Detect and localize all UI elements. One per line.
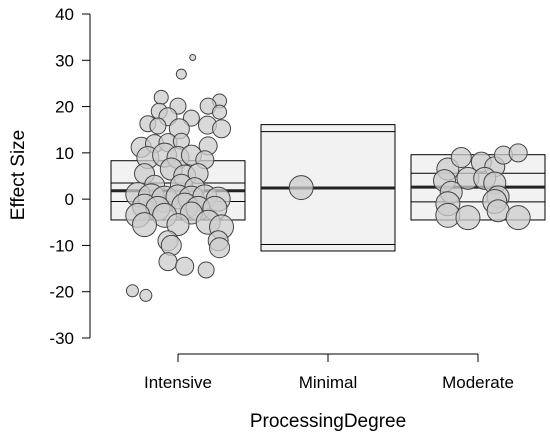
x-tick-label-intensive: Intensive [144, 373, 212, 392]
bubble-point [166, 213, 190, 237]
bubble-point [212, 104, 228, 120]
axes: -30 -20 -10 0 10 20 30 40 Intensive Minimal Moder… [49, 5, 513, 392]
bubble-point [160, 234, 182, 256]
bubble-point [288, 175, 314, 201]
y-tick-label: 40 [55, 5, 74, 24]
bubble-point [197, 261, 215, 279]
x-tick-label-minimal: Minimal [299, 373, 358, 392]
y-tick-label: 10 [55, 144, 74, 163]
y-tick-label: -10 [49, 236, 74, 255]
bubble-point [149, 117, 167, 135]
bubble-point [450, 146, 472, 168]
bubble-point [212, 119, 232, 139]
box-minimal [260, 124, 396, 252]
y-tick-label: -20 [49, 283, 74, 302]
bubble-point [175, 256, 195, 276]
y-tick-label: -30 [49, 329, 74, 348]
bubbles [125, 54, 531, 302]
bubble-point [508, 143, 528, 163]
bubble-point [132, 212, 157, 238]
bubble-point [175, 68, 187, 80]
bubble-point [505, 205, 531, 231]
bubble-point [455, 205, 481, 231]
bubble-point [125, 284, 139, 298]
x-tick-label-moderate: Moderate [442, 373, 514, 392]
x-axis-title: ProcessingDegree [250, 411, 406, 432]
x-ticks: Intensive Minimal Moderate [144, 354, 514, 392]
y-tick-label: 30 [55, 51, 74, 70]
bubble-point [209, 237, 231, 259]
bubble-point [153, 89, 169, 105]
y-tick-label: 0 [65, 190, 74, 209]
y-ticks: -30 -20 -10 0 10 20 30 40 [49, 5, 90, 348]
y-axis-title: Effect Size [8, 130, 29, 220]
bubble-point [139, 288, 153, 302]
bubble-point [158, 252, 178, 272]
bubble-point [189, 54, 197, 62]
y-tick-label: 20 [55, 98, 74, 117]
